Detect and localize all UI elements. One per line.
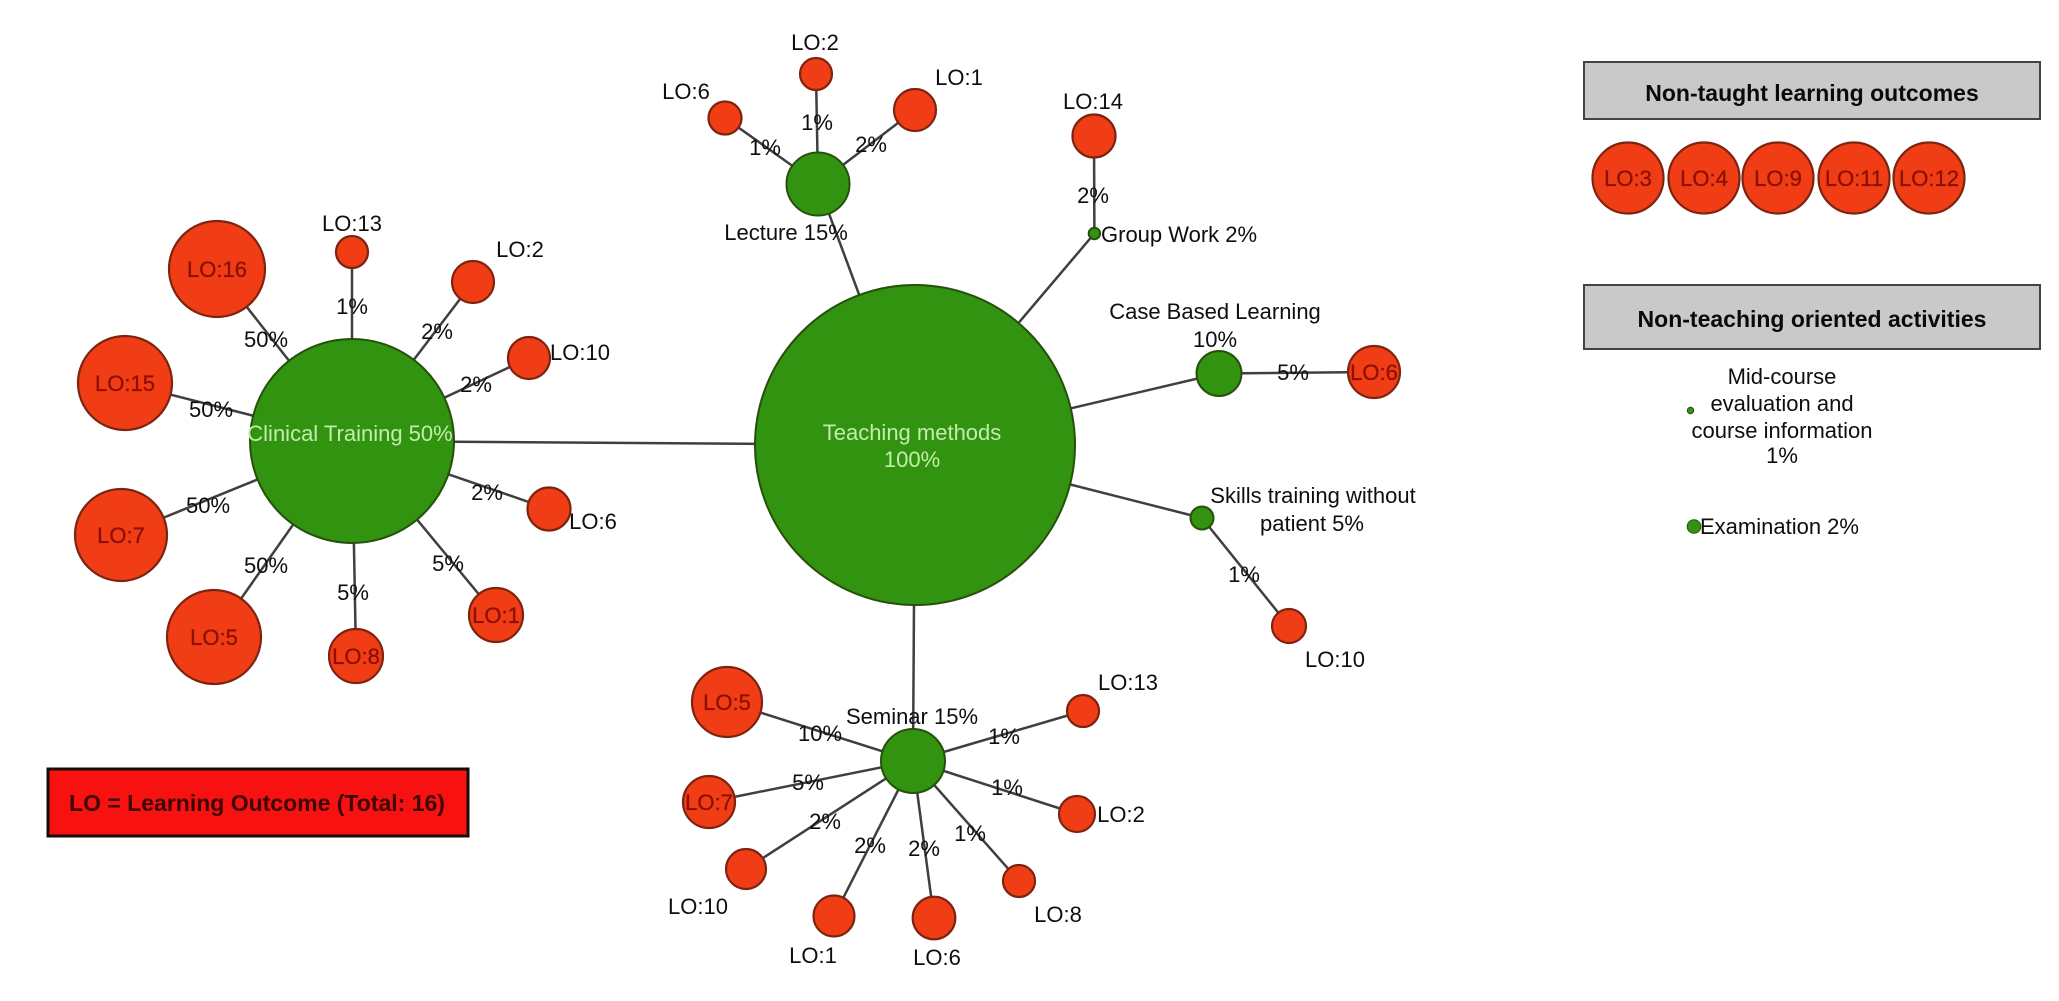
svg-text:LO:5: LO:5 (190, 625, 238, 650)
svg-text:LO:2: LO:2 (791, 30, 839, 55)
svg-text:Lecture 15%: Lecture 15% (724, 220, 848, 245)
svg-text:1%: 1% (991, 775, 1023, 800)
svg-text:Non-taught learning outcomes: Non-taught learning outcomes (1645, 80, 1979, 106)
svg-text:evaluation and: evaluation and (1710, 391, 1853, 416)
svg-text:LO:2: LO:2 (1097, 802, 1145, 827)
svg-text:LO:11: LO:11 (1825, 166, 1883, 191)
svg-text:5%: 5% (1277, 360, 1309, 385)
svg-text:LO:8: LO:8 (332, 644, 380, 669)
svg-text:LO:4: LO:4 (1680, 166, 1728, 191)
svg-text:Clinical Training 50%: Clinical Training 50% (247, 421, 452, 446)
svg-text:LO:10: LO:10 (550, 340, 610, 365)
svg-text:Skills training without: Skills training without (1210, 483, 1415, 508)
svg-text:1%: 1% (749, 135, 781, 160)
svg-text:2%: 2% (460, 372, 492, 397)
svg-text:patient 5%: patient 5% (1260, 511, 1364, 536)
svg-text:LO:9: LO:9 (1754, 166, 1802, 191)
svg-text:LO:6: LO:6 (1350, 360, 1398, 385)
svg-text:10%: 10% (798, 721, 842, 746)
svg-text:Group Work 2%: Group Work 2% (1101, 222, 1257, 247)
svg-text:LO:6: LO:6 (913, 945, 961, 970)
svg-text:Examination 2%: Examination 2% (1700, 514, 1859, 539)
svg-text:LO:3: LO:3 (1604, 166, 1652, 191)
svg-text:5%: 5% (337, 580, 369, 605)
svg-text:LO:8: LO:8 (1034, 902, 1082, 927)
svg-text:LO:1: LO:1 (935, 65, 983, 90)
svg-text:Case Based Learning: Case Based Learning (1109, 299, 1321, 324)
svg-text:LO:12: LO:12 (1899, 166, 1959, 191)
svg-text:LO:13: LO:13 (1098, 670, 1158, 695)
svg-text:LO:13: LO:13 (322, 211, 382, 236)
svg-text:Mid-course: Mid-course (1728, 364, 1837, 389)
svg-text:1%: 1% (801, 110, 833, 135)
svg-text:LO:2: LO:2 (496, 237, 544, 262)
svg-text:LO:6: LO:6 (569, 509, 617, 534)
svg-text:1%: 1% (1766, 443, 1798, 468)
svg-text:LO = Learning Outcome (Total:: LO = Learning Outcome (Total: 16) (69, 790, 445, 816)
svg-text:LO:14: LO:14 (1063, 89, 1123, 114)
svg-text:50%: 50% (244, 553, 288, 578)
svg-text:1%: 1% (1228, 562, 1260, 587)
svg-text:LO:16: LO:16 (187, 257, 247, 282)
svg-text:1%: 1% (988, 724, 1020, 749)
svg-text:2%: 2% (854, 833, 886, 858)
svg-text:LO:1: LO:1 (789, 943, 837, 968)
svg-text:50%: 50% (189, 397, 233, 422)
svg-text:Non-teaching oriented activiti: Non-teaching oriented activities (1638, 306, 1987, 332)
svg-text:2%: 2% (421, 319, 453, 344)
svg-text:LO:15: LO:15 (95, 371, 155, 396)
svg-text:LO:1: LO:1 (472, 603, 520, 628)
svg-text:100%: 100% (884, 447, 940, 472)
svg-text:LO:5: LO:5 (703, 690, 751, 715)
svg-text:1%: 1% (954, 821, 986, 846)
svg-text:10%: 10% (1193, 327, 1237, 352)
svg-text:2%: 2% (1077, 183, 1109, 208)
svg-text:LO:10: LO:10 (668, 894, 728, 919)
svg-text:2%: 2% (809, 809, 841, 834)
svg-text:2%: 2% (908, 836, 940, 861)
svg-text:LO:10: LO:10 (1305, 647, 1365, 672)
svg-text:LO:6: LO:6 (662, 79, 710, 104)
svg-text:50%: 50% (244, 327, 288, 352)
svg-text:2%: 2% (855, 132, 887, 157)
svg-text:LO:7: LO:7 (97, 523, 145, 548)
svg-text:1%: 1% (336, 294, 368, 319)
svg-text:LO:7: LO:7 (685, 790, 733, 815)
svg-text:Teaching methods: Teaching methods (823, 420, 1002, 445)
svg-text:course information: course information (1692, 418, 1873, 443)
svg-text:5%: 5% (792, 770, 824, 795)
svg-text:Seminar 15%: Seminar 15% (846, 704, 978, 729)
svg-text:2%: 2% (471, 480, 503, 505)
svg-text:5%: 5% (432, 551, 464, 576)
svg-text:50%: 50% (186, 493, 230, 518)
